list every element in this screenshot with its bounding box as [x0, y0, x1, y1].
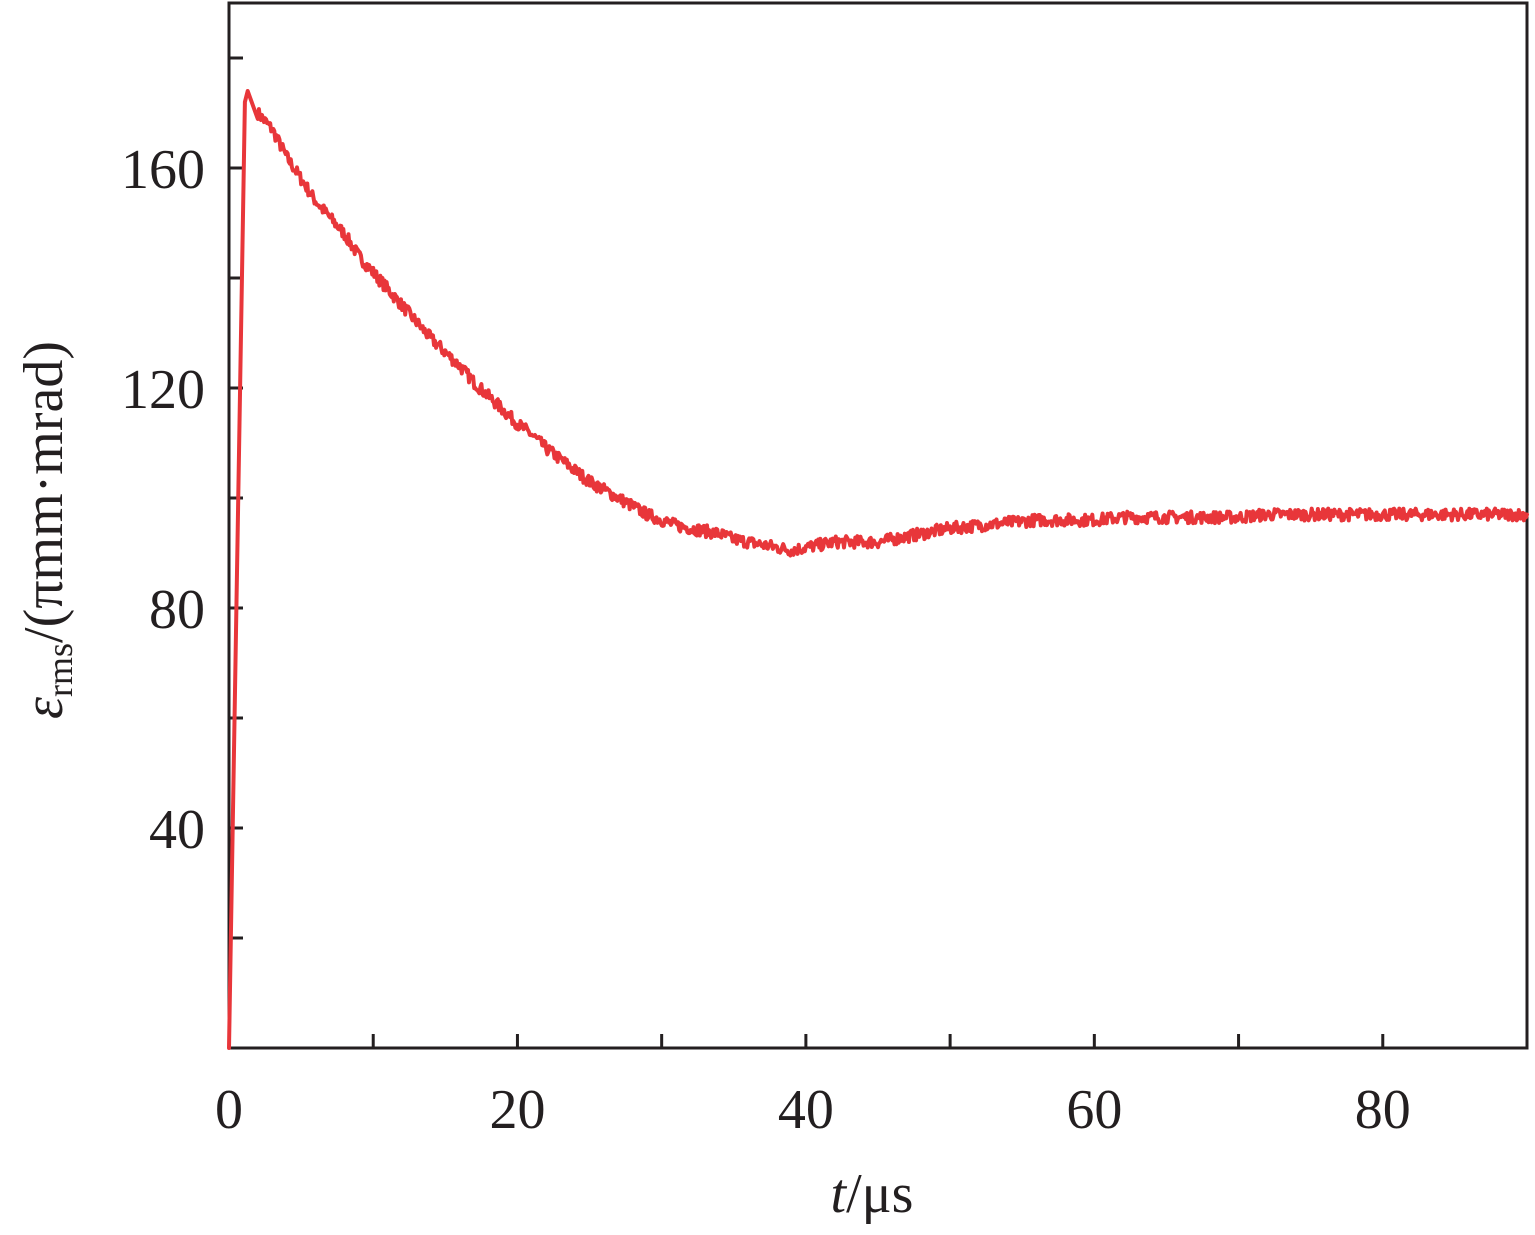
x-tick-label: 60 — [1066, 1079, 1122, 1141]
y-tick-label: 160 — [121, 139, 205, 201]
plot-area-border — [227, 1, 1529, 1050]
y-axis-label: εrms/(πmm·mrad) — [13, 341, 80, 719]
y-tick-label: 40 — [149, 799, 205, 861]
plot-frame — [227, 1, 1529, 1050]
x-tick-label: 80 — [1355, 1079, 1411, 1141]
x-tick-label: 0 — [215, 1079, 243, 1141]
axis-ticks — [227, 56, 1385, 1048]
x-tick-label: 20 — [489, 1079, 545, 1141]
y-tick-label: 120 — [121, 359, 205, 421]
tick-labels: 0 20 40 60 80 40 80 120 160 — [121, 139, 1411, 1141]
y-tick-label: 80 — [149, 579, 205, 641]
x-axis-label: t/μs — [831, 1163, 914, 1225]
emittance-series-line — [227, 89, 1529, 1050]
x-tick-label: 40 — [778, 1079, 834, 1141]
